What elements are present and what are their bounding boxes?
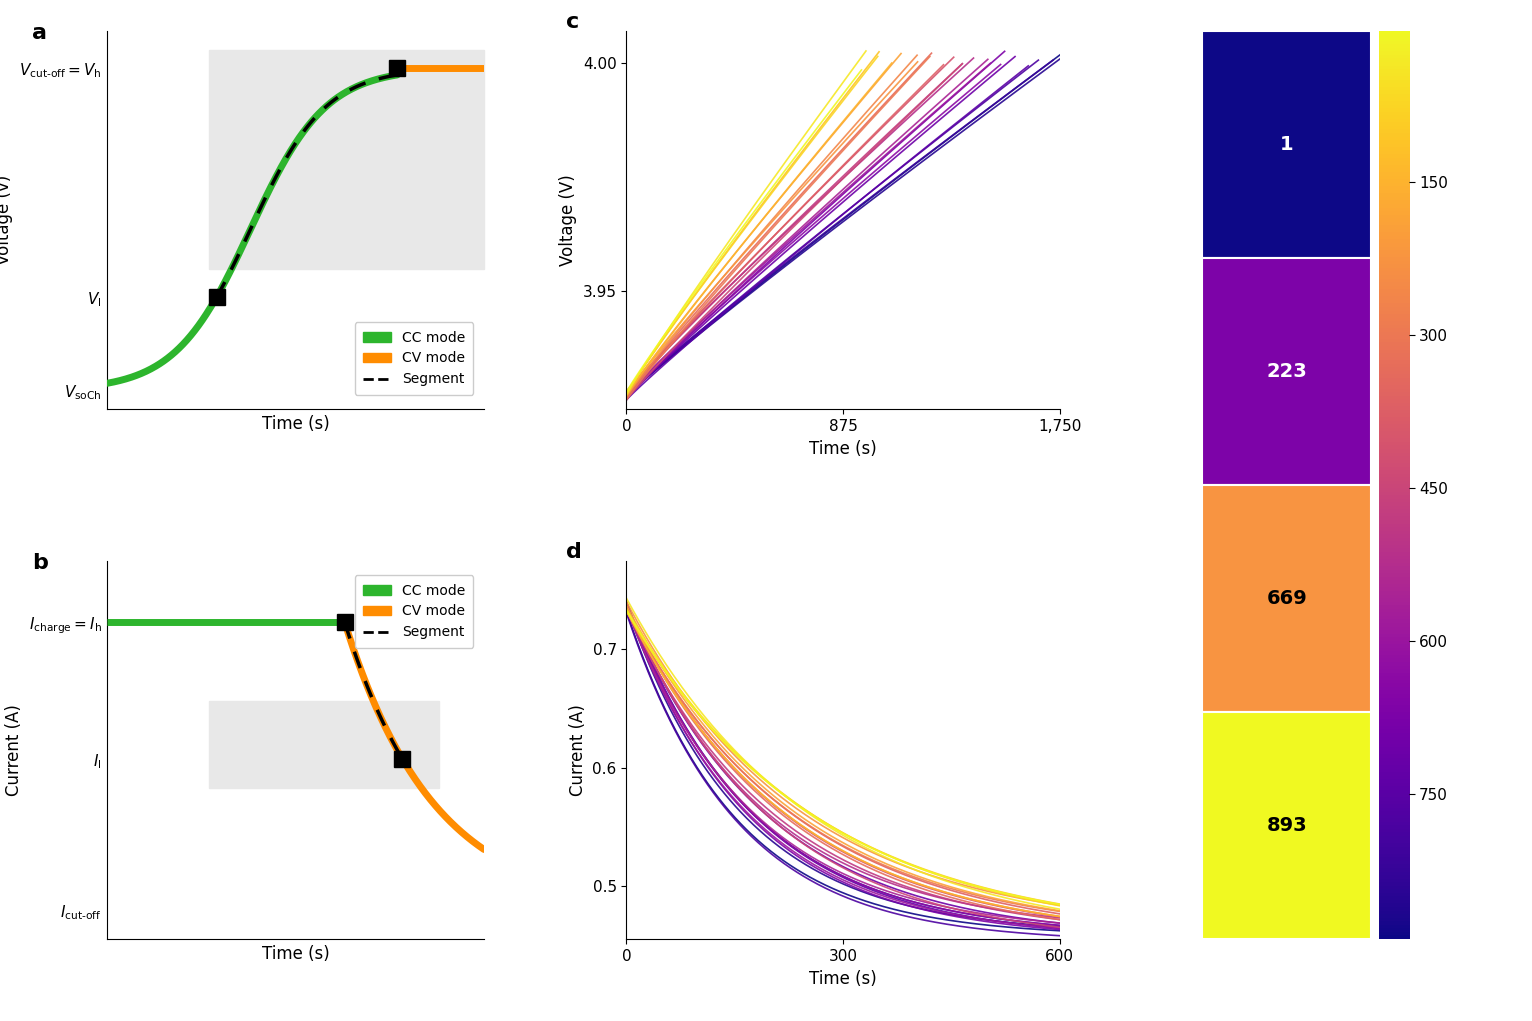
Text: 1: 1: [1279, 135, 1293, 154]
Legend: CC mode, CV mode, Segment: CC mode, CV mode, Segment: [354, 575, 473, 647]
Bar: [1203, 31, 1371, 258]
Text: a: a: [32, 23, 47, 43]
Text: b: b: [32, 553, 47, 573]
Bar: [1203, 713, 1371, 939]
Bar: [1203, 485, 1371, 713]
X-axis label: Time (s): Time (s): [809, 970, 876, 987]
Y-axis label: Current (A): Current (A): [568, 704, 587, 796]
Legend: CC mode, CV mode, Segment: CC mode, CV mode, Segment: [354, 323, 473, 395]
Bar: [1203, 258, 1371, 485]
Bar: [208, 50, 484, 270]
Text: d: d: [565, 542, 582, 562]
X-axis label: Time (s): Time (s): [809, 439, 876, 457]
X-axis label: Time (s): Time (s): [262, 415, 329, 433]
Y-axis label: Voltage (V): Voltage (V): [559, 174, 578, 265]
Text: c: c: [565, 11, 579, 32]
Text: 669: 669: [1267, 589, 1307, 609]
Y-axis label: Current (A): Current (A): [5, 704, 23, 796]
Text: 893: 893: [1267, 816, 1307, 835]
Text: 223: 223: [1267, 361, 1307, 381]
Bar: [208, 700, 438, 788]
X-axis label: Time (s): Time (s): [262, 944, 329, 963]
Y-axis label: Voltage (v): Voltage (v): [0, 175, 14, 265]
